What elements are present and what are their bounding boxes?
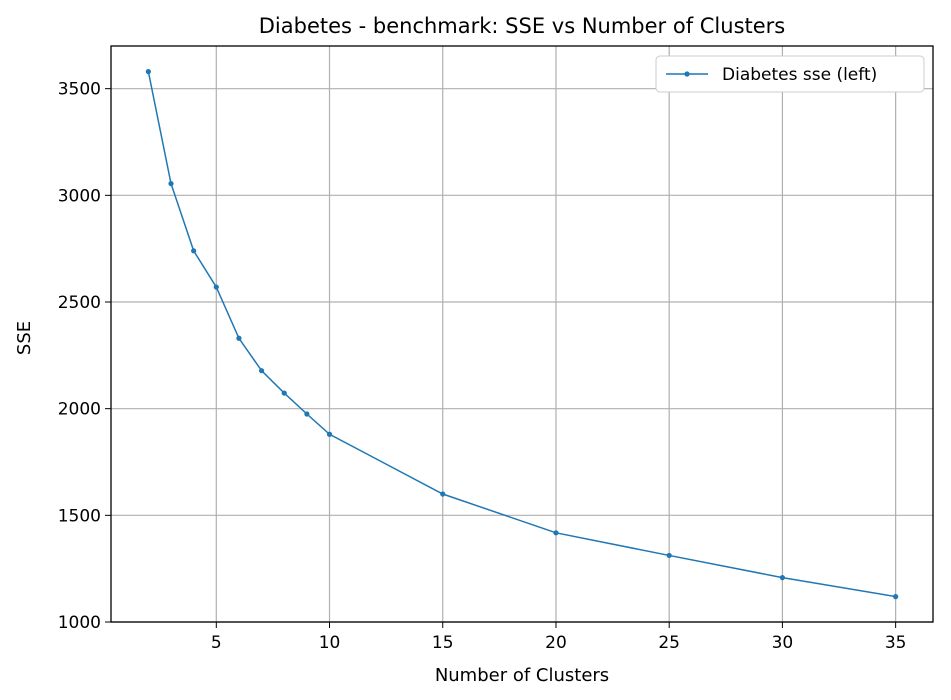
y-tick-label: 2500 (58, 293, 101, 313)
x-tick-label: 30 (772, 633, 794, 653)
y-axis-label: SSE (14, 321, 35, 355)
chart-title: Diabetes - benchmark: SSE vs Number of C… (259, 14, 786, 38)
axis-ticks: 5 10 15 20 25 30 35 1000 1500 2000 2500 3000 3500 (58, 80, 907, 653)
data-point (213, 284, 219, 290)
data-point (893, 594, 899, 600)
x-tick-label: 10 (319, 633, 341, 653)
x-tick-label: 35 (885, 633, 907, 653)
data-point (666, 552, 672, 559)
data-point (779, 575, 786, 581)
legend-box (655, 55, 925, 93)
data-point (168, 181, 174, 187)
x-tick-label: 5 (211, 633, 222, 653)
y-tick-label: 1500 (58, 506, 101, 526)
y-tick-label: 1000 (58, 613, 101, 633)
grid (111, 46, 933, 623)
x-tick-label: 15 (432, 633, 454, 653)
data-point (440, 491, 446, 497)
data-point (258, 368, 265, 374)
data-point (145, 69, 151, 75)
y-tick-label: 2000 (58, 400, 101, 420)
data-point (281, 390, 287, 396)
x-tick-label: 20 (545, 633, 567, 653)
y-tick-label: 3000 (58, 186, 101, 206)
data-point (553, 530, 559, 536)
legend: Diabetes sse (left) (655, 55, 925, 93)
x-tick-label: 25 (658, 633, 680, 653)
legend-label: Diabetes sse (left) (722, 65, 877, 85)
data-point (191, 248, 197, 254)
data-point (304, 411, 310, 417)
series-line (147, 71, 896, 598)
legend-swatch-marker (684, 71, 690, 77)
data-point (326, 431, 333, 437)
y-tick-label: 3500 (58, 80, 101, 100)
series (145, 69, 899, 600)
x-axis-label: Number of Clusters (435, 665, 609, 686)
data-point (236, 335, 242, 341)
plot-area-frame (110, 45, 934, 623)
